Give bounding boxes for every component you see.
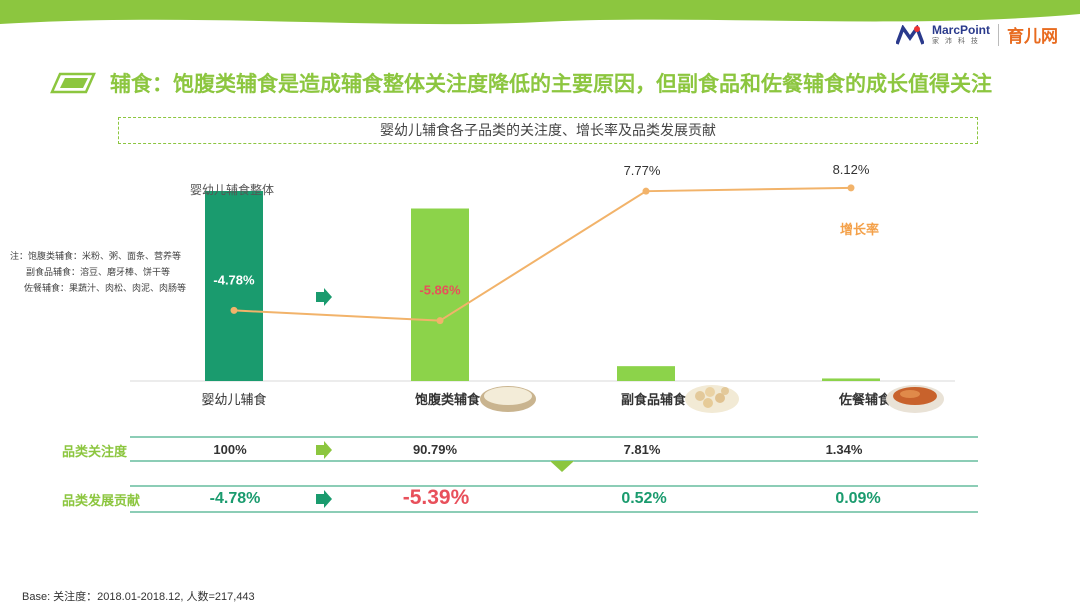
title-parallelogram-icon: [50, 72, 96, 94]
attention-value-0: 100%: [213, 442, 247, 457]
growth-label-1: -5.86%: [419, 283, 461, 298]
category-label-1: 饱腹类辅食: [414, 392, 481, 407]
growth-point-1: [436, 317, 444, 325]
contribution-row-label: 品类发展贡献: [62, 493, 141, 508]
chart-subtitle: 婴幼儿辅食各子品类的关注度、增长率及品类发展贡献: [118, 117, 978, 144]
meat-floss-image: [886, 385, 944, 413]
title-prefix: 辅食：: [110, 73, 173, 96]
title-text: 饱腹类辅食是造成辅食整体关注度降低的主要原因，但副食品和佐餐辅食的成长值得关注: [173, 73, 992, 96]
bar-annotation: 婴幼儿辅食整体: [190, 183, 275, 197]
marcpoint-logo: MarcPoint 家 沛 科 技: [931, 22, 990, 45]
growth-rate-line: [233, 186, 852, 322]
attention-value-1: 90.79%: [412, 442, 458, 457]
porridge-image: [480, 386, 536, 412]
note-line-2: 副食品辅食：溶豆、磨牙棒、饼干等: [26, 267, 171, 277]
bar-1: [411, 208, 469, 381]
growth-label-0: -4.78%: [213, 272, 255, 287]
growth-point-2: [642, 187, 650, 195]
attention-value-3: 1.34%: [825, 442, 863, 457]
category-label-2: 副食品辅食: [621, 392, 687, 407]
category-label-3: 佐餐辅食: [838, 392, 892, 407]
chart-arrow-icon: [316, 288, 332, 306]
note-line-3: 佐餐辅食：果蔬汁、肉松、肉泥、肉肠等: [24, 283, 187, 293]
contribution-value-1: -5.39%: [402, 486, 470, 509]
yuer-logo: 育儿网: [1007, 27, 1058, 46]
snack-puffs-image: [685, 385, 739, 413]
contribution-value-3: 0.09%: [835, 490, 881, 507]
growth-label-2: 7.77%: [624, 163, 661, 178]
footer-base-note: Base: 关注度：2018.01-2018.12, 人数=217,443: [22, 591, 255, 603]
attention-row-label: 品类关注度: [62, 444, 128, 459]
bar-2: [617, 366, 675, 381]
growth-label-3: 8.12%: [833, 162, 870, 177]
bar-0: [205, 191, 263, 381]
growth-point-0: [230, 306, 238, 314]
contribution-value-2: 0.52%: [621, 490, 667, 507]
line-legend: 增长率: [840, 222, 880, 237]
marcpoint-logo-icon: [895, 24, 924, 45]
growth-point-3: [847, 184, 855, 192]
contribution-value-0: -4.78%: [209, 490, 261, 507]
note-line-1: 注：饱腹类辅食：米粉、粥、面条、营养等: [10, 251, 182, 261]
bar-3: [822, 378, 880, 381]
page-title: 辅食：饱腹类辅食是造成辅食整体关注度降低的主要原因，但副食品和佐餐辅食的成长值得…: [50, 68, 992, 98]
attention-value-2: 7.81%: [623, 442, 661, 457]
category-label-0: 婴幼儿辅食: [201, 392, 266, 407]
logo-divider: [998, 23, 999, 46]
logo-group: MarcPoint 家 沛 科 技 育儿网: [895, 22, 1058, 47]
top-wave-decoration: [0, 0, 1080, 25]
